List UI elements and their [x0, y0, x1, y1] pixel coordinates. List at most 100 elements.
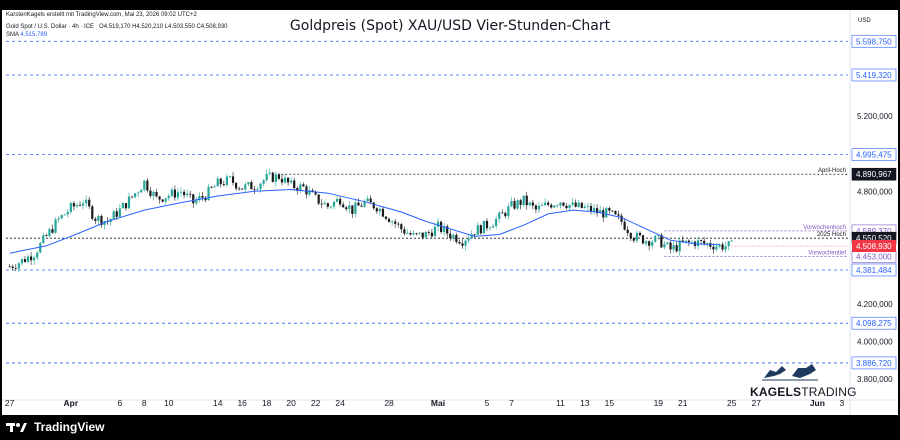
x-tick-label: 28 — [384, 398, 394, 408]
candle-body — [629, 233, 632, 239]
candle-body — [712, 246, 715, 250]
candle-body — [706, 243, 709, 244]
candle-body — [158, 196, 161, 200]
candle-body — [449, 233, 452, 239]
x-tick-label: 22 — [311, 398, 321, 408]
candle-body — [250, 182, 253, 190]
chart-area[interactable]: 5.200,000 4.800,000 4.200,000 4.000,000 3.80… — [2, 10, 898, 415]
candle-body — [666, 242, 669, 244]
level-price-box — [851, 167, 897, 181]
candle-body — [467, 238, 470, 241]
candle-body — [479, 225, 482, 234]
x-tick-label: 21 — [678, 398, 688, 408]
candle-body — [577, 202, 580, 207]
candle-body — [222, 184, 225, 185]
tradingview-logo[interactable]: TradingView — [6, 420, 104, 434]
candle-body — [534, 205, 538, 210]
candle-body — [443, 226, 446, 232]
candle-body — [387, 218, 391, 223]
y-tick-label: 4.000,000 — [857, 338, 893, 347]
candle-body — [513, 201, 516, 209]
candle-body — [644, 241, 648, 244]
candle-body — [638, 232, 642, 236]
y-tick-label: 5.200,000 — [857, 112, 893, 121]
candle-body — [82, 203, 85, 206]
candle-body — [580, 202, 583, 208]
candle-body — [470, 234, 473, 239]
x-tick-label: Mai — [431, 398, 445, 408]
candle-body — [326, 203, 329, 207]
candle-body — [458, 241, 461, 244]
candle-body — [115, 211, 118, 217]
candle-body — [262, 180, 265, 184]
candle-body — [198, 196, 201, 201]
candle-body — [565, 205, 568, 209]
candle-body — [409, 233, 412, 235]
candle-body — [231, 176, 235, 183]
candle-body — [308, 190, 311, 195]
candle-body — [519, 200, 522, 205]
candlestick-chart[interactable]: 5.200,000 4.800,000 4.200,000 4.000,000 3.80… — [2, 10, 898, 415]
candle-body — [620, 215, 623, 222]
candle-body — [424, 232, 427, 238]
level-note: Vorwochenhoch — [803, 225, 846, 231]
footer-bar: TradingView — [0, 415, 900, 440]
candle-body — [378, 208, 381, 212]
candle-body — [596, 208, 599, 214]
candle-body — [589, 205, 593, 212]
candle-body — [461, 243, 464, 246]
candle-body — [617, 214, 620, 216]
candle-body — [430, 232, 433, 237]
candle-body — [311, 190, 314, 192]
candle-body — [213, 186, 216, 188]
candle-body — [228, 176, 232, 178]
x-tick-label: 13 — [580, 398, 590, 408]
candle-body — [366, 198, 369, 202]
candle-body — [42, 235, 45, 243]
candle-body — [360, 205, 363, 207]
candle-body — [299, 184, 302, 191]
sma-legend: SMA 4.515,789 — [6, 32, 47, 38]
candle-body — [663, 243, 666, 248]
candle-body — [57, 218, 60, 220]
candle-body — [544, 202, 547, 206]
x-tick-label: 10 — [164, 398, 174, 408]
y-tick-label: 4.200,000 — [857, 300, 893, 309]
candle-body — [491, 225, 495, 228]
candle-body — [305, 186, 308, 195]
candle-body — [507, 206, 510, 217]
candle-body — [391, 221, 394, 223]
candle-body — [495, 218, 498, 226]
candle-body — [36, 252, 39, 258]
candle-body — [329, 206, 333, 208]
candle-body — [528, 202, 531, 206]
candle-body — [727, 241, 730, 247]
candle-body — [140, 189, 143, 193]
level-note: April-Hoch — [818, 168, 846, 174]
candle-body — [635, 232, 638, 241]
candle-body — [648, 241, 651, 246]
candle-body — [556, 205, 559, 207]
candle-body — [317, 194, 320, 204]
candle-body — [60, 214, 63, 219]
symbol-name: Gold Spot / U.S. Dollar · 4h · ICE — [6, 24, 95, 30]
candle-body — [660, 234, 663, 248]
candle-body — [332, 201, 336, 207]
candle-body — [124, 203, 128, 209]
candle-body — [94, 218, 97, 221]
level-note: Vorwochentief — [808, 251, 846, 257]
candle-body — [510, 201, 513, 207]
sma-line — [9, 188, 720, 254]
candle-body — [672, 245, 675, 250]
brand-text: KAGELSTRADING — [750, 385, 857, 399]
candle-body — [238, 188, 241, 190]
level-price-label: 5.598,750 — [856, 37, 892, 46]
candle-body — [23, 259, 27, 262]
candle-body — [33, 257, 36, 261]
candle-body — [678, 240, 681, 252]
candle-body — [170, 189, 173, 196]
candle-body — [342, 204, 345, 208]
x-tick-label: 27 — [751, 398, 761, 408]
bull-bear-icon — [762, 364, 818, 381]
candle-body — [195, 200, 198, 204]
